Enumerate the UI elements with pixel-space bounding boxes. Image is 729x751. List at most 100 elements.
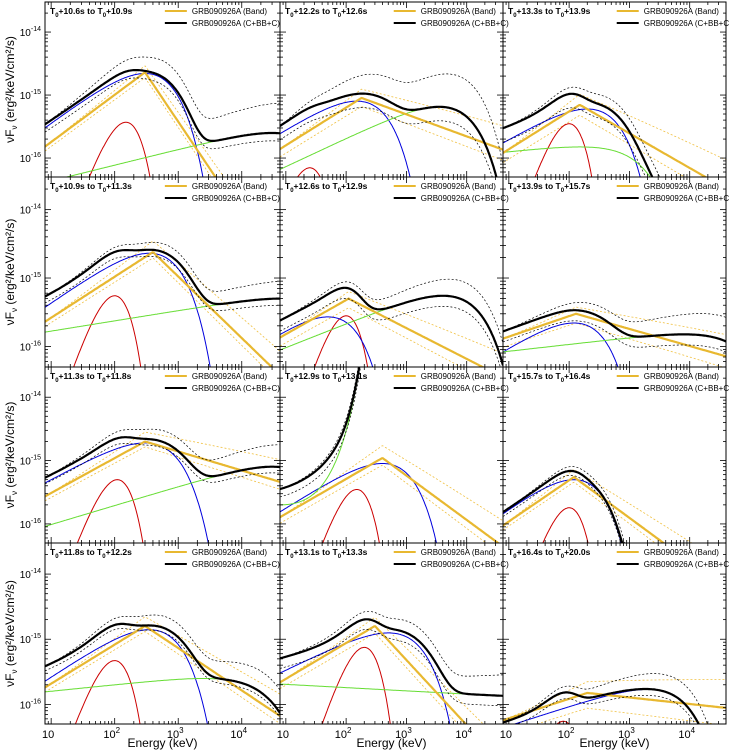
y-tick-label: 10-14 [20, 204, 41, 217]
band-curve [45, 71, 217, 177]
legend-total-label: GRB090926A (C+BB+C) [421, 560, 509, 569]
legend-band-label: GRB090926A (Band) [192, 7, 267, 16]
blackbody-curve [73, 295, 142, 367]
model-curves [503, 86, 726, 177]
legend-band-label: GRB090926A (Band) [644, 7, 719, 16]
panel-title: T0+10.6s to T0+10.9s [50, 6, 133, 19]
model-curves [45, 428, 280, 543]
comptonized-curve [503, 108, 641, 177]
legend-total-label: GRB090926A (C+BB+C) [421, 384, 509, 393]
legend: GRB090926A (Band) GRB090926A (C+BB+C) [616, 182, 729, 203]
panel-title: T0+12.9s to T0+13.1s [285, 371, 368, 384]
cutoff-powerlaw-curve [45, 298, 280, 333]
band-error-upper [280, 617, 484, 724]
y-tick-label: 10-16 [20, 340, 41, 353]
band-error-upper [280, 445, 503, 522]
band-curve [503, 691, 726, 722]
panel-title: T0+11.8s to T0+12.2s [50, 547, 132, 560]
cutoff-powerlaw-curve [64, 132, 280, 177]
cutoff-powerlaw-curve [503, 146, 651, 177]
model-curves [45, 240, 280, 367]
x-tick-label: 104 [455, 726, 472, 741]
model-curves [280, 367, 503, 543]
comptonized-curve [45, 442, 209, 543]
y-axis-label: νFν (erg²/keV/cm²/s) [3, 580, 19, 687]
legend-total-label: GRB090926A (C+BB+C) [192, 560, 280, 569]
x-tick-label: 103 [618, 726, 635, 741]
legend-band-label: GRB090926A (Band) [421, 7, 496, 16]
legend-band-label: GRB090926A (Band) [192, 548, 267, 557]
comptonized-curve [280, 632, 451, 724]
panel-title: T0+15.7s to T0+16.4s [508, 371, 591, 384]
panel-title: T0+13.3s to T0+13.9s [508, 6, 591, 19]
total-error-lower [503, 320, 726, 353]
x-tick-label: 102 [558, 726, 575, 741]
x-tick-label: 10 [42, 729, 54, 741]
panel-frame [502, 176, 727, 368]
y-tick-label: 10-15 [20, 633, 41, 646]
y-axis-label: νFν (erg²/keV/cm²/s) [3, 36, 19, 143]
panel-title: T0+12.2s to T0+12.6s [285, 6, 368, 19]
blackbody-curve [321, 646, 391, 724]
model-curves [280, 73, 503, 177]
y-tick-label: 10-15 [20, 89, 41, 102]
band-error-lower [45, 631, 280, 724]
total-error-upper [280, 610, 503, 677]
blackbody-curve [503, 415, 705, 417]
spectrum-panel: T0+10.9s to T0+11.3s GRB090926A (Band)GRB… [20, 176, 281, 368]
spectrum-panel: T0+11.8s to T0+12.2s GRB090926A (Band) GRB… [20, 542, 281, 741]
total-curve [45, 622, 280, 714]
x-tick-label: 104 [230, 726, 247, 741]
total-curve [280, 618, 503, 697]
band-error-lower [45, 257, 265, 367]
y-tick-label: 10-14 [20, 391, 41, 404]
y-tick-label: 10-14 [20, 568, 41, 581]
band-curve [280, 625, 468, 724]
panel-grid: T0+10.6s to T0+10.9s GRB090926A (Band)GRB… [20, 1, 729, 741]
band-error-upper [45, 240, 280, 352]
total-error-upper [503, 466, 625, 543]
ticks [279, 1, 504, 178]
blackbody-curve [76, 479, 144, 543]
total-error-upper [45, 428, 280, 479]
blackbody-curve [314, 315, 369, 367]
total-error-lower [280, 107, 493, 177]
band-curve [280, 457, 500, 543]
x-axis-label: Energy (keV) [579, 736, 649, 750]
spectrum-panel: T0+12.6s to T0+12.9s GRB090926A (Band)GRB… [279, 176, 509, 368]
comptonized-curve [280, 100, 411, 177]
total-curve [45, 248, 280, 306]
x-tick-label: 10 [277, 729, 289, 741]
axis-labels: Energy (keV) Energy (keV) Energy (keV) νFν … [3, 36, 650, 750]
legend: GRB090926A (Band) GRB090926A (C+BB+C) [616, 7, 729, 28]
x-axis-label: Energy (keV) [356, 736, 426, 750]
band-curve [45, 251, 274, 367]
legend: GRB090926A (Band) GRB090926A (C+BB+C) [393, 548, 509, 569]
legend: GRB090926A (Band) GRB090926A (C+BB+C) [393, 372, 509, 393]
band-error-lower [45, 77, 212, 177]
panel-frame [44, 1, 281, 178]
band-error-lower [503, 481, 656, 543]
ticks [44, 1, 281, 178]
panel-frame [44, 176, 281, 368]
model-curves [503, 673, 726, 724]
legend: GRB090926A (Band) GRB090926A (C+BB+C) [616, 548, 729, 569]
spectrum-panel: T0+16.4s to T0+20.0s GRB090926A (Band)GRB… [500, 542, 729, 741]
total-error-lower [503, 107, 647, 177]
y-tick-label: 10-15 [20, 272, 41, 285]
spectrum-panel: T0+13.9s to T0+15.7s GRB090926A (Band)GRB… [502, 176, 729, 417]
ticks [44, 366, 281, 544]
band-error-upper [280, 291, 503, 354]
comptonized-curve [45, 73, 204, 177]
comptonized-curve [280, 316, 374, 367]
total-error-upper [45, 241, 280, 297]
x-tick-label: 103 [167, 726, 184, 741]
panel-frame [279, 1, 504, 178]
x-tick-label: 10 [500, 729, 512, 741]
legend-total-label: GRB090926A (C+BB+C) [192, 384, 280, 393]
legend: GRB090926A (Band) GRB090926A (C+BB+C) [393, 7, 509, 28]
total-error-lower [280, 298, 501, 367]
band-error-upper [503, 306, 726, 339]
total-curve [280, 286, 503, 366]
